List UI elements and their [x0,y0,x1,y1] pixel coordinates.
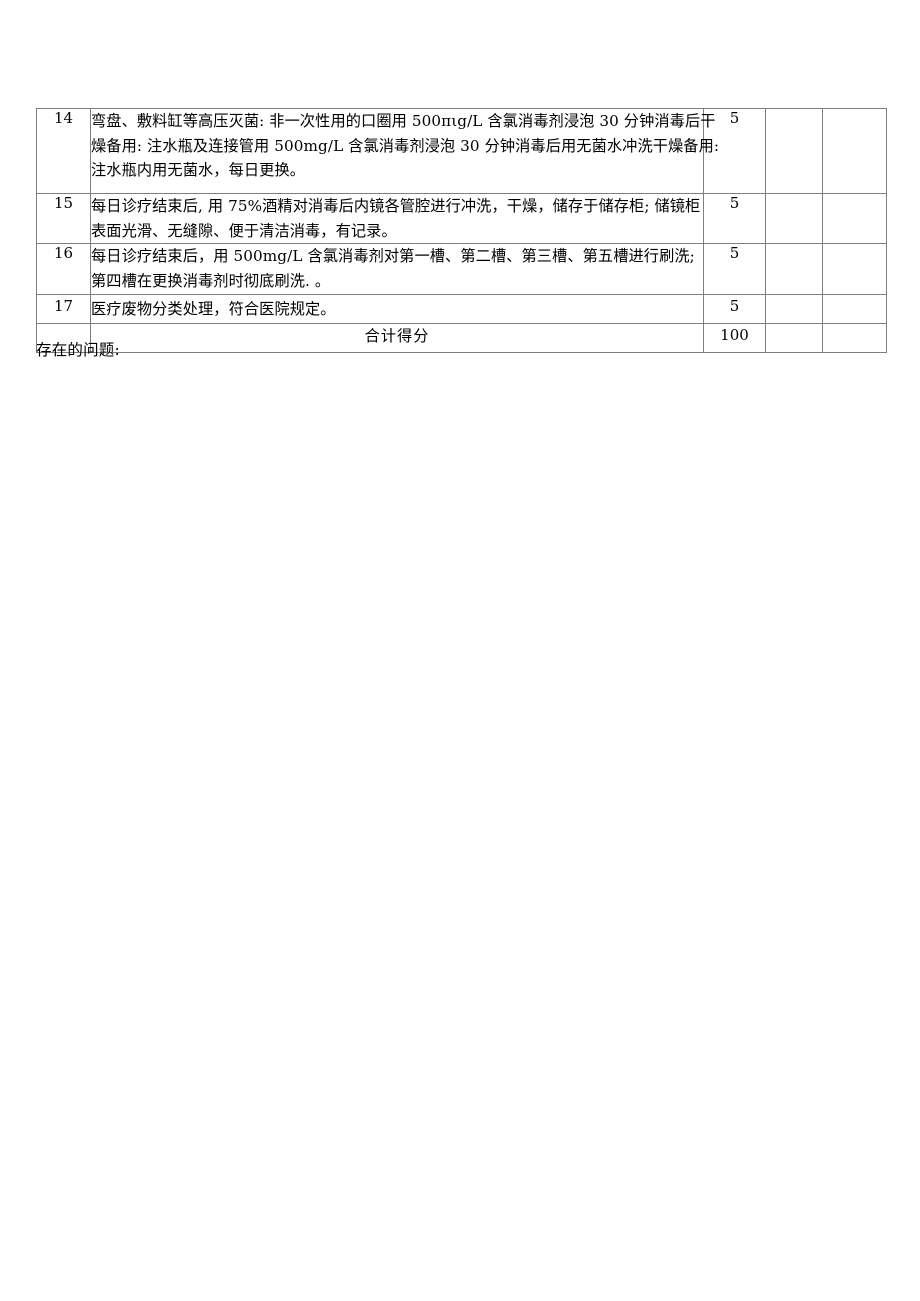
row-result-cell[interactable] [822,192,887,245]
content-line: 每日诊疗结束后, 用 75%酒精对消毒后内镜各管腔进行冲洗，干燥，储存于储存柜;… [91,197,701,215]
table-row: 17 医疗废物分类处理，符合医院规定。 5 [36,294,887,325]
row-score-cell: 5 [703,192,766,245]
content-line: 注水瓶内用无菌水，每日更换。 [91,161,306,180]
row-result-cell[interactable] [822,294,887,325]
row-number-cell: 15 [36,192,91,245]
content-line: 第四槽在更换消毒剂时彻底刷洗. 。 [91,271,331,290]
total-score-cell: 100 [703,323,766,354]
table-row: 16 每日诊疗结束后，用 500mg/L 含氯消毒剂对第一槽、第二槽、第三槽、第… [36,243,887,296]
content-line: 每日诊疗结束后，用 500mg/L 含氯消毒剂对第一槽、第二槽、第三槽、第五槽进… [91,247,695,266]
checklist-table-wrapper: 14 弯盘、敷料缸等高压灭菌: 非一次性用的口圈用 500πιg/L 含氯消毒剂… [36,108,887,354]
row-number-cell: 17 [36,294,91,325]
total-label-cell: 合计得分 [90,323,704,354]
row-deduction-cell[interactable] [765,243,823,296]
row-deduction-cell[interactable] [765,294,823,325]
row-result-cell[interactable] [822,243,887,296]
row-number-cell: 16 [36,243,91,296]
row-result-cell[interactable] [822,108,887,194]
row-score-cell: 5 [703,108,766,194]
row-content-cell: 每日诊疗结束后，用 500mg/L 含氯消毒剂对第一槽、第二槽、第三槽、第五槽进… [90,243,704,296]
total-deduction-cell[interactable] [765,323,823,354]
total-result-cell[interactable] [822,323,887,354]
row-deduction-cell[interactable] [765,192,823,245]
checklist-table: 14 弯盘、敷料缸等高压灭菌: 非一次性用的口圈用 500πιg/L 含氯消毒剂… [36,108,887,354]
content-line: 表面光滑、无缝隙、便于清洁消毒，有记录。 [91,221,397,240]
row-score-cell: 5 [703,243,766,296]
existing-issues-label: 存在的问题: [36,341,120,359]
table-row: 14 弯盘、敷料缸等高压灭菌: 非一次性用的口圈用 500πιg/L 含氯消毒剂… [36,108,887,194]
row-score-cell: 5 [703,294,766,325]
row-content-cell: 医疗废物分类处理，符合医院规定。 [90,294,704,325]
row-content-cell: 弯盘、敷料缸等高压灭菌: 非一次性用的口圈用 500πιg/L 含氯消毒剂浸泡 … [90,108,720,194]
row-deduction-cell[interactable] [765,108,823,194]
table-row: 15 每日诊疗结束后, 用 75%酒精对消毒后内镜各管腔进行冲洗，干燥，储存于储… [36,192,887,245]
content-line: 弯盘、敷料缸等高压灭菌: 非一次性用的口圈用 500πιg/L 含氯消毒剂浸泡 … [91,112,716,130]
content-line: 燥备用: 注水瓶及连接管用 500mg/L 含氯消毒剂浸泡 30 分钟消毒后用无… [91,136,720,155]
row-number-cell: 14 [36,108,91,194]
table-total-row: 合计得分 100 [36,323,887,354]
content-line: 医疗废物分类处理，符合医院规定。 [91,300,336,319]
row-content-cell: 每日诊疗结束后, 用 75%酒精对消毒后内镜各管腔进行冲洗，干燥，储存于储存柜;… [90,192,704,245]
